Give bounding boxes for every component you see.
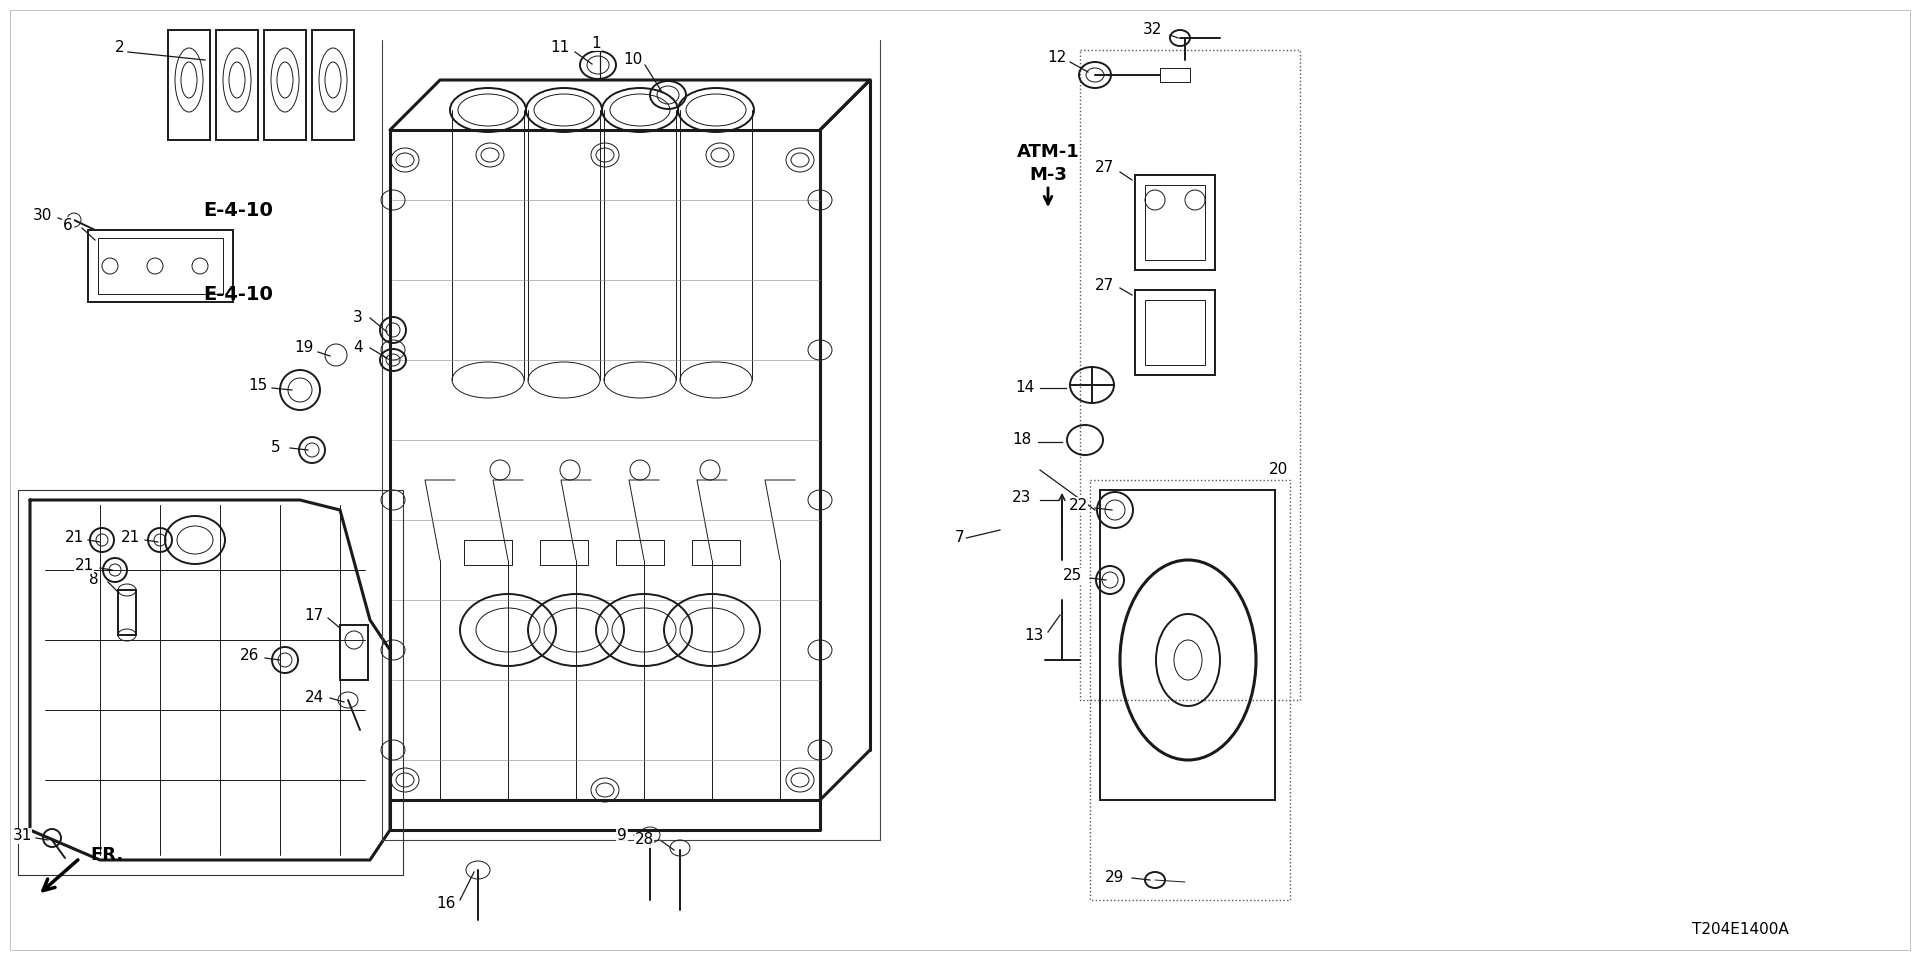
- Bar: [1135, 175, 1215, 270]
- Text: 1: 1: [591, 36, 601, 51]
- Text: 30: 30: [33, 207, 52, 223]
- Bar: [1100, 490, 1275, 800]
- Text: E-4-10: E-4-10: [204, 201, 273, 220]
- Text: 2: 2: [115, 40, 125, 56]
- Bar: [169, 30, 209, 140]
- Text: 5: 5: [271, 441, 280, 455]
- Text: 7: 7: [954, 531, 966, 545]
- Text: 31: 31: [12, 828, 33, 844]
- Text: 8: 8: [88, 572, 98, 588]
- Text: FR.: FR.: [90, 846, 123, 864]
- Text: 23: 23: [1012, 491, 1031, 506]
- Text: 27: 27: [1096, 277, 1116, 293]
- Text: 16: 16: [436, 896, 455, 910]
- Text: 15: 15: [248, 378, 267, 394]
- Text: 4: 4: [353, 341, 363, 355]
- Text: 13: 13: [1023, 628, 1044, 642]
- Text: 22: 22: [1068, 497, 1087, 513]
- Bar: [88, 230, 232, 302]
- Text: 20: 20: [1269, 463, 1288, 477]
- Text: E-4-10: E-4-10: [204, 285, 273, 304]
- Text: 29: 29: [1106, 871, 1125, 885]
- Text: M-3: M-3: [1029, 166, 1068, 184]
- Bar: [117, 590, 136, 635]
- Text: 14: 14: [1016, 380, 1035, 396]
- Text: 28: 28: [634, 832, 653, 848]
- Text: 10: 10: [624, 53, 643, 67]
- Text: 24: 24: [305, 690, 324, 706]
- Bar: [616, 540, 664, 565]
- Bar: [465, 540, 513, 565]
- Text: 25: 25: [1062, 568, 1081, 584]
- Bar: [215, 30, 257, 140]
- Bar: [691, 540, 739, 565]
- Text: 32: 32: [1142, 22, 1164, 37]
- Text: 27: 27: [1096, 160, 1116, 176]
- Bar: [1135, 290, 1215, 375]
- Text: 18: 18: [1012, 433, 1031, 447]
- Bar: [1091, 480, 1290, 900]
- Text: 26: 26: [240, 649, 259, 663]
- Bar: [1144, 300, 1206, 365]
- Bar: [540, 540, 588, 565]
- Bar: [311, 30, 353, 140]
- Text: ATM-1: ATM-1: [1016, 143, 1079, 161]
- Text: 21: 21: [75, 559, 94, 573]
- Bar: [265, 30, 305, 140]
- Bar: [17, 490, 403, 875]
- Text: 21: 21: [121, 531, 140, 545]
- Text: 11: 11: [551, 39, 570, 55]
- Bar: [340, 625, 369, 680]
- Bar: [98, 238, 223, 294]
- Text: 6: 6: [63, 218, 73, 232]
- Bar: [1144, 185, 1206, 260]
- Text: 9: 9: [616, 828, 626, 843]
- Text: 19: 19: [294, 341, 313, 355]
- Text: 21: 21: [65, 531, 84, 545]
- Text: 12: 12: [1048, 51, 1068, 65]
- Text: T204E1400A: T204E1400A: [1692, 923, 1788, 938]
- Text: 17: 17: [305, 608, 324, 622]
- Bar: [1079, 50, 1300, 700]
- Text: 3: 3: [353, 310, 363, 325]
